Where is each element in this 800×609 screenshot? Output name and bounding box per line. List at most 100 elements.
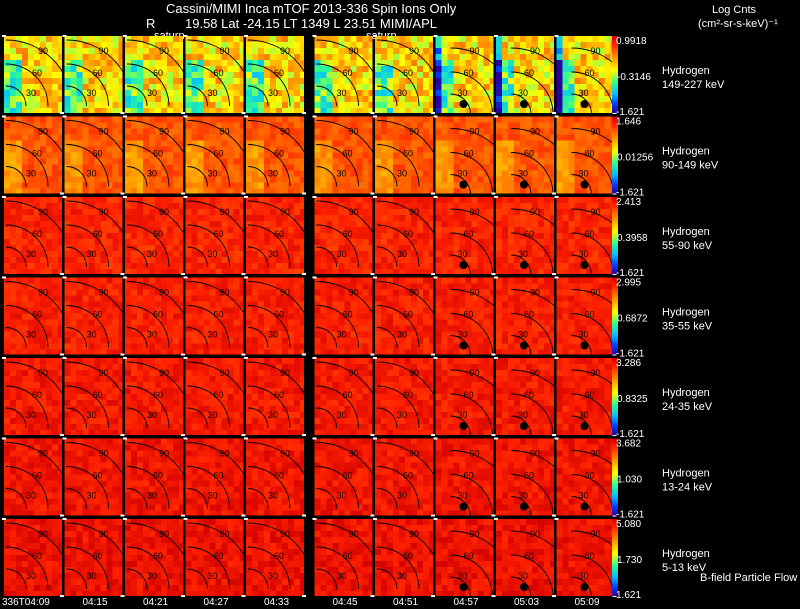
heat-cell: [471, 54, 478, 60]
heat-cell: [52, 251, 58, 257]
heat-cell: [233, 239, 240, 245]
heat-cell: [538, 176, 544, 183]
heat-cell: [441, 102, 448, 108]
heat-cell: [381, 257, 387, 263]
heat-cell: [556, 164, 563, 171]
heat-cell: [502, 209, 508, 215]
heat-cell: [191, 134, 198, 141]
heat-cell: [489, 239, 494, 245]
heat-cell: [381, 269, 387, 274]
heat-cell: [568, 36, 575, 42]
contour-label: 90: [280, 46, 290, 56]
heat-cell: [258, 289, 264, 296]
heat-cell: [209, 140, 216, 147]
heat-cell: [22, 227, 28, 233]
heat-cell: [100, 60, 107, 66]
heat-cell: [239, 152, 244, 159]
heat-cell: [16, 209, 22, 215]
heat-cell: [112, 233, 119, 239]
contour-line: [510, 71, 554, 115]
heat-cell: [179, 197, 183, 203]
tick-mark: [552, 273, 556, 275]
heat-cell: [22, 108, 28, 113]
contour-label: 30: [268, 330, 278, 340]
heat-cell: [28, 188, 34, 194]
heat-cell: [185, 108, 192, 113]
heat-cell: [10, 313, 16, 320]
heat-cell: [356, 108, 363, 113]
heat-cell: [34, 170, 40, 177]
heat-cell: [550, 227, 554, 233]
heat-cell: [185, 158, 192, 165]
heat-cell: [568, 96, 575, 102]
heat-cell: [221, 122, 228, 129]
heat-cell: [586, 164, 593, 171]
heat-cell: [191, 209, 198, 215]
heat-cell: [568, 42, 575, 48]
heat-cell: [276, 72, 282, 78]
heat-cell: [405, 146, 411, 153]
heat-cell: [592, 245, 599, 251]
heat-cell: [10, 215, 16, 221]
heat-cell: [276, 343, 282, 350]
heat-cell: [362, 203, 369, 209]
heat-cell: [137, 36, 143, 42]
heat-cell: [82, 215, 89, 221]
heat-cell: [125, 96, 131, 102]
heat-cell: [471, 48, 478, 54]
heat-cell: [40, 152, 46, 159]
heat-cell: [393, 128, 399, 135]
heat-cell: [209, 269, 216, 274]
heat-cell: [203, 140, 210, 147]
heat-cell: [465, 245, 472, 251]
heat-cell: [399, 116, 405, 123]
heat-cell: [368, 128, 373, 135]
heat-cell: [52, 42, 58, 48]
heat-cell: [22, 102, 28, 108]
heat-cell: [227, 152, 234, 159]
heat-cell: [270, 96, 276, 102]
heat-cell: [294, 295, 300, 302]
heat-cell: [423, 66, 429, 72]
heat-cell: [258, 140, 264, 147]
heat-cell: [227, 176, 234, 183]
heat-cell: [586, 42, 593, 48]
heat-cell: [227, 60, 234, 66]
heat-cell: [441, 269, 448, 274]
heat-cell: [252, 102, 258, 108]
heat-cell: [568, 245, 575, 251]
heat-cell: [34, 283, 40, 290]
heat-cell: [167, 90, 173, 96]
heat-cell: [209, 78, 216, 84]
heat-cell: [592, 182, 599, 189]
heat-cell: [100, 84, 107, 90]
heat-cell: [592, 128, 599, 135]
heat-cell: [489, 66, 494, 72]
heat-cell: [239, 60, 244, 66]
heat-cell: [143, 134, 149, 141]
heat-cell: [592, 188, 599, 194]
heat-cell: [514, 164, 520, 171]
heat-cell: [246, 66, 252, 72]
heat-cell: [586, 215, 593, 221]
heat-cell: [459, 233, 466, 239]
heat-cell: [4, 203, 10, 209]
heat-cell: [10, 197, 16, 203]
heat-cell: [197, 90, 204, 96]
contour-label: 60: [153, 149, 163, 159]
heat-cell: [88, 72, 95, 78]
heat-cell: [28, 257, 34, 263]
heat-cell: [149, 164, 155, 171]
contour-label: 60: [32, 149, 42, 159]
heat-cell: [483, 164, 490, 171]
heat-cell: [239, 215, 244, 221]
heat-cell: [314, 54, 321, 60]
heat-cell: [64, 42, 71, 48]
heat-cell: [149, 349, 155, 355]
heat-cell: [40, 72, 46, 78]
heat-cell: [191, 188, 198, 194]
heat-cell: [332, 60, 339, 66]
heat-cell: [58, 221, 62, 227]
heat-cell: [46, 239, 52, 245]
